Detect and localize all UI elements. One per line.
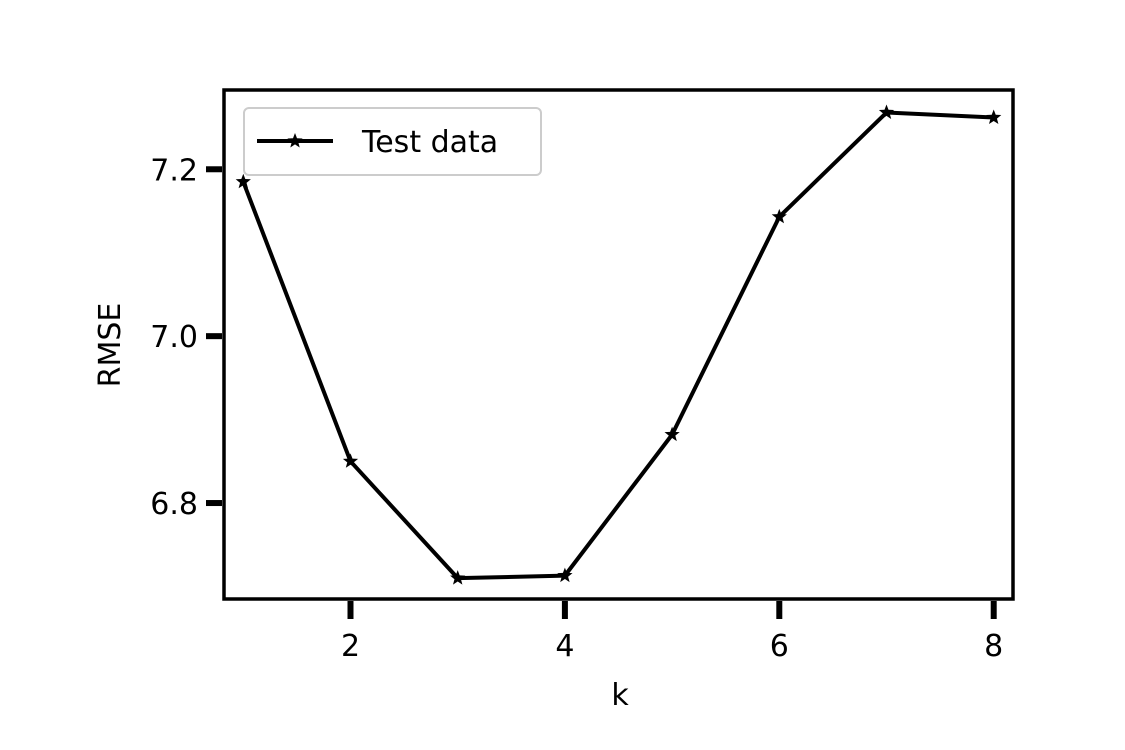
y-tick-label: 7.2 [150,153,198,188]
data-point-star [342,453,359,468]
x-axis-label: k [611,678,629,713]
y-tick-label: 6.8 [150,487,198,522]
data-point-star [557,567,573,583]
x-axis-ticks [347,601,997,619]
x-tick-label: 4 [555,629,574,664]
y-axis-ticks [206,166,222,507]
x-tick-label: 6 [770,629,789,664]
plot-frame [222,88,1015,601]
y-axis-label: RMSE [93,303,128,388]
data-point-star [664,426,680,442]
x-tick-label: 8 [984,629,1003,664]
legend-label: Test data [361,125,498,160]
y-tick-label: 7.0 [150,320,198,355]
data-point-star [771,208,787,224]
data-point-star [986,109,1002,125]
legend: Test data [243,107,542,176]
series-line [241,110,994,581]
x-axis-tick-labels: 2 4 6 8 [341,629,1003,664]
series-layer [235,104,1002,585]
data-point-star [878,104,895,119]
x-tick-label: 2 [341,629,360,664]
data-point-star [235,173,251,189]
legend-box [243,107,542,176]
data-point-star [450,570,466,585]
legend-star-marker [287,133,303,148]
y-axis-tick-labels: 6.8 7.0 7.2 [150,153,198,522]
